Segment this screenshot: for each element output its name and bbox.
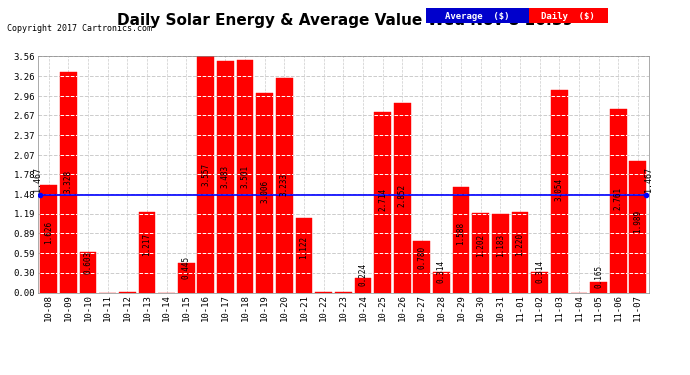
Bar (217, 62, 234, 292)
Bar (237, 60, 253, 292)
Text: 2.761: 2.761 (613, 187, 622, 210)
Text: 3.483: 3.483 (221, 165, 230, 189)
Bar (394, 103, 411, 292)
Text: 3.328: 3.328 (64, 170, 73, 193)
Bar (492, 214, 509, 292)
Text: 1.122: 1.122 (299, 236, 308, 259)
Text: 2.714: 2.714 (378, 188, 387, 211)
Bar (473, 213, 489, 292)
Bar (453, 187, 469, 292)
Bar (629, 160, 646, 292)
Text: 2.852: 2.852 (397, 184, 406, 207)
Text: 3.054: 3.054 (555, 178, 564, 201)
Bar (610, 109, 627, 292)
Bar (197, 57, 214, 292)
Text: 0.224: 0.224 (358, 262, 367, 286)
Bar (413, 241, 430, 292)
Text: 1.467: 1.467 (644, 167, 653, 192)
Text: 3.557: 3.557 (201, 163, 210, 186)
Text: 3.501: 3.501 (241, 165, 250, 188)
Text: 0.165: 0.165 (594, 264, 603, 288)
Bar (257, 93, 273, 292)
Text: 1.183: 1.183 (496, 234, 505, 257)
Bar (512, 211, 529, 292)
Bar (551, 90, 568, 292)
Bar (355, 278, 371, 292)
Text: 0.314: 0.314 (437, 260, 446, 283)
Bar (60, 72, 77, 292)
Text: 3.233: 3.233 (280, 173, 289, 196)
Bar (590, 282, 607, 292)
Text: 1.467: 1.467 (33, 167, 43, 192)
Text: Daily  ($): Daily ($) (542, 12, 595, 21)
Text: 0.603: 0.603 (83, 251, 92, 274)
Bar (295, 218, 313, 292)
Text: 1.217: 1.217 (142, 233, 151, 256)
Bar (41, 184, 57, 292)
Text: 0.314: 0.314 (535, 260, 544, 283)
Text: Average  ($): Average ($) (445, 12, 510, 21)
Text: 0.780: 0.780 (417, 246, 426, 269)
Bar (433, 272, 450, 292)
Bar (276, 78, 293, 292)
Bar (374, 112, 391, 292)
Text: Daily Solar Energy & Average Value Wed Nov 8 16:39: Daily Solar Energy & Average Value Wed N… (117, 13, 573, 28)
Bar (531, 272, 548, 292)
Text: 1.588: 1.588 (457, 222, 466, 245)
Text: 3.006: 3.006 (260, 180, 269, 203)
Text: Copyright 2017 Cartronics.com: Copyright 2017 Cartronics.com (7, 24, 152, 33)
Text: 0.445: 0.445 (181, 256, 190, 279)
Bar (79, 252, 97, 292)
Text: 1.202: 1.202 (476, 234, 485, 256)
Bar (178, 263, 195, 292)
Text: 1.626: 1.626 (44, 221, 53, 244)
Text: 1.220: 1.220 (515, 233, 524, 256)
Bar (139, 212, 155, 292)
Text: 1.989: 1.989 (633, 210, 642, 233)
